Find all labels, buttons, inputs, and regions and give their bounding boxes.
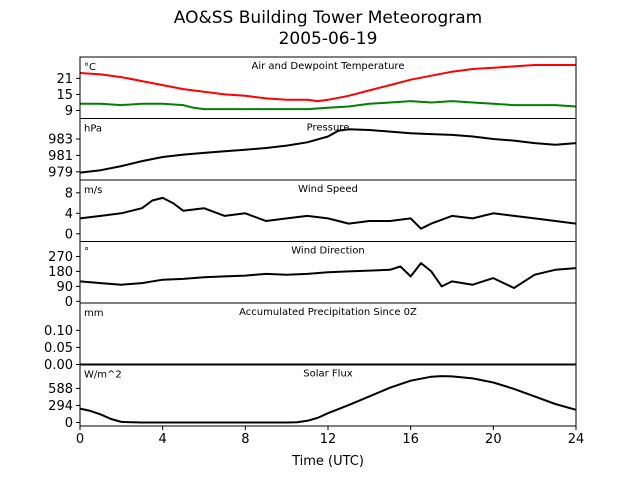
wind-speed-ytick-label: 0 [65, 227, 73, 242]
wind-direction-unit-label: ° [84, 247, 89, 258]
xtick-label: 16 [402, 432, 419, 447]
wind-speed-unit-label: m/s [84, 185, 102, 196]
solar-ytick-label: 0 [65, 416, 73, 431]
pressure-series-line-0 [79, 128, 577, 174]
solar-ytick-label: 294 [48, 399, 73, 414]
wind-speed-ytick-label: 8 [65, 186, 73, 201]
xtick-label: 4 [159, 432, 167, 447]
temp-ytick-label: 9 [65, 104, 73, 119]
wind-direction-ytick-label: 270 [48, 250, 73, 265]
xtick-label: 12 [320, 432, 337, 447]
x-axis-label: Time (UTC) [292, 454, 364, 469]
precip-ytick-label: 0.10 [44, 324, 73, 339]
temp-panel-title: Air and Dewpoint Temperature [252, 61, 405, 72]
panel-solar: 0 294 588 W/m^2 Solar Flux [48, 364, 577, 431]
temp-series-line-1 [80, 100, 577, 111]
wind-speed-ytick-label: 4 [65, 207, 73, 222]
wind-speed-series-line-0 [79, 196, 577, 230]
wind-direction-panel-title: Wind Direction [291, 246, 365, 257]
solar-panel-title: Solar Flux [303, 369, 353, 380]
panel-wind-speed: 0 4 8 m/s Wind Speed [65, 179, 577, 242]
precip-panel-title: Accumulated Precipitation Since 0Z [239, 307, 417, 318]
solar-ytick-label: 588 [48, 382, 73, 397]
precip-ytick-label: 0.05 [44, 341, 73, 356]
pressure-ytick-label: 981 [48, 149, 73, 164]
xtick-label: 20 [485, 432, 502, 447]
temp-ytick-label: 21 [56, 72, 73, 87]
pressure-ytick-label: 979 [48, 165, 73, 180]
solar-series-line-0 [79, 375, 577, 424]
chart-title: AO&SS Building Tower Meteorogram [173, 8, 483, 28]
xtick-label: 24 [568, 432, 585, 447]
panel-precip: 0.00 0.05 0.10 mm Accumulated Precipitation … [44, 302, 577, 373]
wind-direction-series-line-0 [79, 262, 577, 289]
solar-unit-label: W/m^2 [84, 370, 122, 381]
precip-unit-label: mm [84, 308, 103, 319]
xtick-label: 0 [76, 432, 84, 447]
xtick-label: 8 [241, 432, 249, 447]
wind-direction-ytick-label: 180 [48, 265, 73, 280]
precip-ytick-label: 0.00 [44, 358, 73, 373]
pressure-panel-title: Pressure [307, 123, 350, 134]
wind-direction-ytick-label: 0 [65, 295, 73, 310]
wind-direction-ytick-label: 90 [56, 280, 73, 295]
temp-series-line-0 [79, 64, 576, 103]
temp-unit-label: °C [84, 62, 96, 73]
pressure-unit-label: hPa [84, 124, 102, 135]
temp-ytick-label: 15 [56, 88, 73, 103]
chart-subtitle: 2005-06-19 [278, 29, 378, 49]
wind-speed-panel-title: Wind Speed [298, 184, 358, 195]
pressure-ytick-label: 983 [48, 133, 73, 148]
